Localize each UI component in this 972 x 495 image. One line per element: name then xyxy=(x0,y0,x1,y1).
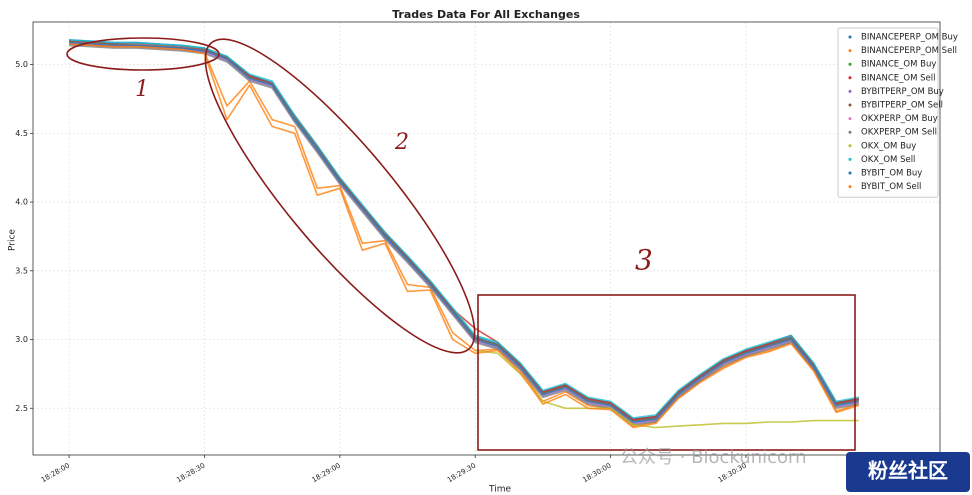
legend-label: OKXPERP_OM Buy xyxy=(861,114,938,124)
y-tick-label: 4.0 xyxy=(15,198,28,207)
series-line xyxy=(69,41,859,423)
x-tick-label: 18:29:30 xyxy=(446,462,477,485)
legend-marker xyxy=(848,157,852,161)
legend-label: BINANCEPERP_OM Sell xyxy=(861,46,957,56)
series-line xyxy=(69,43,859,425)
badge: 粉丝社区 xyxy=(868,459,948,483)
chart-title: Trades Data For All Exchanges xyxy=(392,8,580,21)
legend-label: BINANCE_OM Sell xyxy=(861,73,936,83)
y-tick-label: 2.5 xyxy=(15,404,28,413)
legend-label: BYBIT_OM Buy xyxy=(861,169,922,179)
series-line xyxy=(69,39,859,421)
x-tick-label: 18:29:00 xyxy=(311,462,342,485)
annotation-ellipse xyxy=(66,37,220,71)
legend-marker xyxy=(848,144,852,148)
series-line xyxy=(475,349,859,429)
legend-label: BYBITPERP_OM Sell xyxy=(861,101,943,111)
x-tick-label: 18:30:00 xyxy=(581,462,612,485)
series-line xyxy=(69,40,859,422)
x-tick-label: 18:28:00 xyxy=(40,462,71,485)
y-tick-label: 3.5 xyxy=(15,266,28,275)
series-line xyxy=(69,40,859,421)
legend-label: BINANCEPERP_OM Buy xyxy=(861,33,958,43)
annotation-ellipse xyxy=(204,38,476,354)
legend-label: BYBIT_OM Sell xyxy=(861,182,921,192)
series-line xyxy=(69,44,859,426)
legend-box xyxy=(837,27,939,198)
series-line xyxy=(69,41,859,423)
x-axis-label: Time xyxy=(488,485,511,495)
legend-marker xyxy=(848,185,852,189)
legend-marker xyxy=(848,130,852,134)
legend-marker xyxy=(848,49,852,53)
legend-label: OKX_OM Sell xyxy=(861,155,915,165)
plot-frame xyxy=(32,21,941,456)
legend-marker xyxy=(848,76,852,80)
legend-label: BYBITPERP_OM Buy xyxy=(861,87,944,97)
x-tick-label: 18:28:30 xyxy=(175,462,206,485)
badge-bg xyxy=(846,452,970,492)
legend-marker xyxy=(848,103,852,107)
y-tick-label: 5.0 xyxy=(15,60,28,69)
y-tick-label: 4.5 xyxy=(15,129,28,138)
plot-lines xyxy=(69,39,860,429)
legend-label: OKX_OM Buy xyxy=(861,141,916,151)
legend-marker xyxy=(848,89,852,93)
series-line xyxy=(69,43,860,427)
series-line xyxy=(69,41,859,422)
legend-marker xyxy=(848,117,852,121)
annotation: 1 xyxy=(135,77,149,102)
y-tick-label: 3.0 xyxy=(15,335,28,344)
series-line xyxy=(69,39,859,419)
annotation: 2 xyxy=(394,130,409,155)
legend: BINANCEPERP_OM Buy BINANCEPERP_OM Sell BIN… xyxy=(837,27,958,198)
series-line xyxy=(69,43,860,429)
legend-label: OKXPERP_OM Sell xyxy=(861,128,937,138)
legend-label: BINANCE_OM Buy xyxy=(861,60,936,70)
y-axis-label: Price xyxy=(8,229,18,251)
annotation: 3 xyxy=(635,244,653,277)
legend-marker xyxy=(848,171,852,175)
watermark: 公众号 · Blockunicorn xyxy=(620,447,807,468)
legend-marker xyxy=(848,35,852,39)
annotation-box xyxy=(477,294,856,451)
legend-marker xyxy=(848,62,852,66)
